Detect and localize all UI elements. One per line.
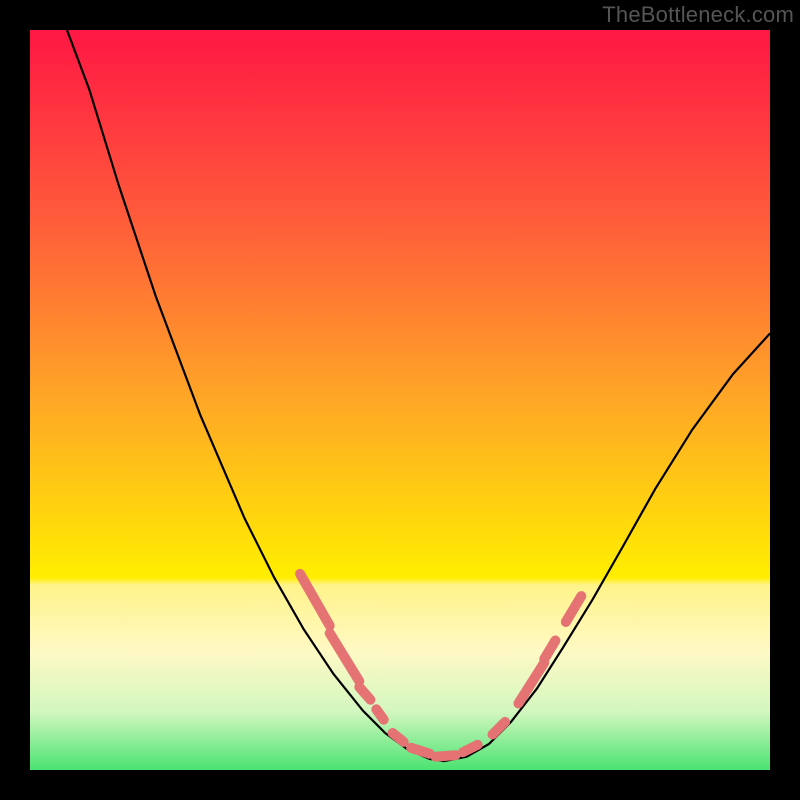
dot-segment	[566, 596, 582, 622]
chart-svg	[30, 30, 770, 770]
dot-segment	[411, 748, 430, 754]
dot-segment	[359, 687, 370, 700]
curve-right	[444, 333, 770, 761]
plot-area	[30, 30, 770, 770]
watermark-text: TheBottleneck.com	[602, 2, 794, 28]
dot-segment	[493, 722, 506, 735]
dot-overlay	[300, 574, 581, 757]
curve-left	[67, 30, 444, 761]
dot-segment	[300, 574, 330, 626]
stage: TheBottleneck.com	[0, 0, 800, 800]
dot-segment	[376, 709, 383, 719]
dot-segment	[544, 641, 555, 660]
dot-segment	[436, 755, 456, 757]
dot-segment	[393, 733, 404, 742]
dot-segment	[463, 745, 478, 752]
